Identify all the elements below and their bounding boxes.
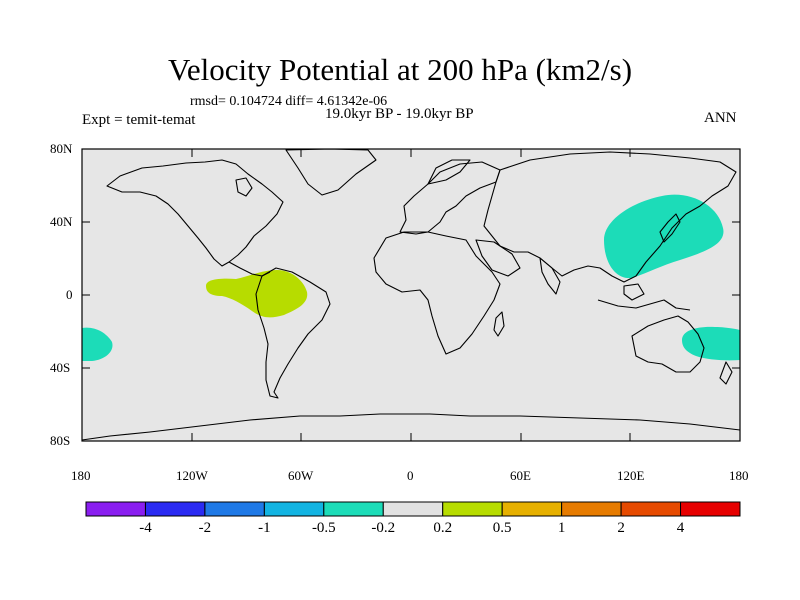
colorbar-label: -0.5 [311, 520, 336, 536]
lat-label-40s: 40S [50, 360, 71, 375]
coast-new-zealand [719, 361, 733, 385]
map-background [82, 149, 740, 441]
coast-japan [659, 213, 681, 243]
lat-label-0: 0 [66, 287, 73, 302]
anomaly-australia-east [682, 326, 740, 361]
lon-ticks [81, 149, 741, 441]
colorbar-label: 4 [676, 520, 685, 536]
lat-label-40n: 40N [50, 214, 73, 229]
time-period-label: 19.0kyr BP - 19.0kyr BP [325, 106, 474, 122]
lon-label-120w: 120W [176, 468, 208, 483]
colorbar-swatch [204, 501, 265, 517]
colorbar-swatch [561, 501, 622, 517]
colorbar-label: 0.2 [433, 520, 453, 536]
coast-north-america [106, 159, 284, 267]
coast-madagascar [493, 311, 505, 337]
coast-hudson-bay [235, 177, 253, 197]
colorbar-swatch [620, 501, 682, 517]
experiment-label: Expt = temit-temat [82, 112, 196, 128]
colorbar-label: -1 [258, 520, 271, 536]
lon-label-60w: 60W [288, 468, 314, 483]
lon-label-180w: 180 [71, 468, 91, 483]
coast-india [539, 257, 561, 295]
coastlines [81, 148, 741, 441]
coast-africa [373, 231, 501, 355]
anomaly-south-pacific-west [82, 327, 113, 361]
anomaly-east-asia [604, 194, 724, 279]
coast-antarctica [81, 413, 741, 441]
lon-label-0: 0 [407, 468, 414, 483]
lat-ticks [82, 148, 740, 442]
coast-australia [631, 315, 705, 373]
lon-label-180e: 180 [729, 468, 749, 483]
colorbar-swatch [263, 501, 325, 517]
coast-scandinavia [427, 159, 471, 185]
colorbar-swatch [442, 501, 503, 517]
colorbar-label: -0.2 [371, 520, 396, 536]
lon-label-120e: 120E [617, 468, 645, 483]
colorbar-swatch [501, 501, 563, 517]
coast-asia [483, 151, 737, 283]
coast-borneo [623, 283, 645, 301]
plot-title: Velocity Potential at 200 hPa (km2/s) [167, 52, 633, 87]
colorbar-swatch [680, 501, 741, 517]
colorbar-label: 0.5 [492, 520, 512, 536]
colorbar-label: 2 [617, 520, 625, 536]
lon-label-60e: 60E [510, 468, 531, 483]
colorbar-swatch [323, 501, 384, 517]
rmsd-diff-stats: rmsd= 0.104724 diff= 4.61342e-06 [190, 94, 388, 109]
season-label: ANN [704, 110, 737, 126]
colorbar-swatch [144, 501, 206, 517]
lat-label-80s: 80S [50, 433, 71, 448]
coast-arabia [475, 239, 521, 277]
colorbar-swatch [382, 501, 444, 517]
colorbar-swatch [85, 501, 146, 517]
colorbar-label: -2 [198, 520, 212, 536]
coast-south-america [255, 267, 331, 399]
colorbar-label: -4 [139, 520, 152, 536]
coast-indonesia [597, 299, 691, 311]
colorbar [85, 501, 741, 517]
lat-label-80n: 80N [50, 141, 73, 156]
colorbar-label: 1 [557, 520, 566, 536]
